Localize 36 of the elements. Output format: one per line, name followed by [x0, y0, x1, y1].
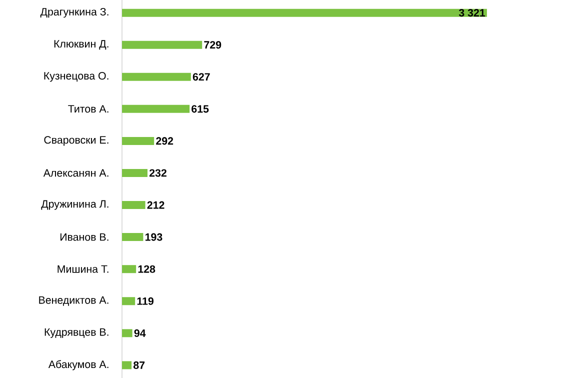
data-label: 212 — [147, 201, 164, 209]
y-tick-label: Драгункина З. — [40, 8, 108, 18]
y-tick-label: Дружинина Л. — [41, 200, 108, 210]
bar — [122, 329, 132, 338]
data-label: 94 — [134, 329, 146, 337]
bar — [122, 72, 191, 81]
bar — [122, 168, 148, 177]
bar — [122, 40, 202, 49]
y-tick-label: Абакумов А. — [48, 360, 108, 370]
data-label: 3 321 — [458, 9, 486, 17]
data-label: 232 — [149, 169, 166, 177]
bar — [122, 8, 487, 17]
y-tick-label: Алексанян А. — [43, 169, 108, 177]
data-label: 128 — [138, 265, 156, 273]
data-label: 615 — [192, 105, 209, 113]
y-tick-label: Сваровски Е. — [44, 136, 108, 146]
bar — [122, 136, 154, 145]
y-tick-label: Иванов В. — [60, 233, 108, 241]
bar — [122, 233, 144, 242]
y-tick-label: Кудрявцев В. — [44, 328, 108, 338]
y-tick-label: Мишина Т. — [58, 265, 108, 273]
bar — [122, 104, 190, 113]
bar — [122, 265, 136, 274]
data-label: 119 — [137, 297, 154, 305]
y-tick-label: Венедиктов А. — [39, 296, 108, 306]
data-label: 87 — [133, 361, 145, 369]
bar — [122, 361, 132, 370]
data-label: 193 — [145, 233, 162, 241]
y-tick-label: Титов А. — [68, 105, 108, 113]
y-tick-label: Кузнецова О. — [44, 72, 108, 82]
data-label: 292 — [156, 137, 174, 145]
y-tick-label: Клюквин Д. — [54, 40, 108, 50]
bar — [122, 297, 136, 306]
data-label: 729 — [204, 41, 222, 49]
data-label: 627 — [192, 73, 210, 81]
bar — [122, 201, 146, 210]
